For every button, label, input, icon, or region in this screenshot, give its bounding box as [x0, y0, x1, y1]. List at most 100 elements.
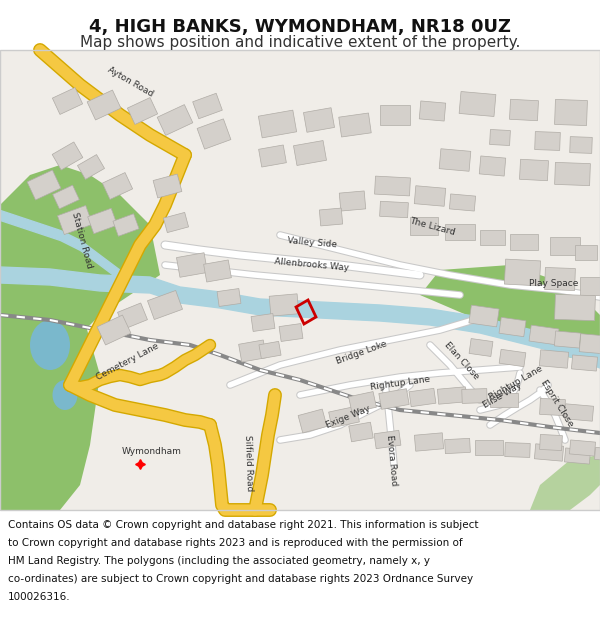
Polygon shape	[0, 165, 160, 345]
Bar	[103, 173, 133, 199]
Bar	[469, 339, 493, 356]
Bar	[251, 314, 275, 331]
Bar	[490, 393, 518, 407]
Text: Map shows position and indicative extent of the property.: Map shows position and indicative extent…	[80, 36, 520, 51]
Text: Cemetery Lane: Cemetery Lane	[95, 342, 161, 382]
Bar	[259, 341, 281, 359]
Bar	[579, 334, 600, 354]
Bar	[380, 201, 409, 217]
Text: Station Road: Station Road	[70, 211, 94, 269]
Bar	[339, 191, 366, 211]
Ellipse shape	[53, 380, 77, 410]
Bar	[163, 213, 188, 232]
Bar	[490, 129, 511, 146]
Bar	[52, 142, 83, 170]
Polygon shape	[420, 265, 600, 365]
Text: to Crown copyright and database rights 2023 and is reproduced with the permissio: to Crown copyright and database rights 2…	[8, 538, 463, 548]
Bar	[52, 88, 83, 114]
Bar	[554, 331, 581, 348]
Bar	[499, 318, 526, 337]
Bar	[157, 104, 193, 136]
Bar	[349, 392, 376, 412]
Polygon shape	[0, 275, 100, 510]
Text: Contains OS data © Crown copyright and database right 2021. This information is : Contains OS data © Crown copyright and d…	[8, 520, 479, 530]
Bar	[409, 388, 436, 407]
Bar	[479, 156, 506, 176]
Bar	[459, 91, 496, 116]
Bar	[379, 389, 409, 409]
Polygon shape	[530, 455, 600, 510]
Bar	[259, 145, 286, 167]
Bar	[520, 159, 548, 181]
Text: The Lizard: The Lizard	[408, 217, 456, 238]
Bar	[509, 99, 539, 121]
Text: 100026316.: 100026316.	[8, 592, 71, 602]
Bar	[580, 277, 600, 295]
Bar	[118, 303, 148, 329]
Text: Ayton Road: Ayton Road	[106, 65, 154, 99]
Text: Play Space: Play Space	[529, 279, 578, 288]
Bar	[148, 291, 182, 319]
Text: Silfield Road: Silfield Road	[242, 434, 253, 491]
Bar	[439, 149, 471, 171]
Bar	[127, 98, 158, 124]
Bar	[419, 101, 446, 121]
Bar	[539, 350, 569, 368]
Bar	[203, 260, 232, 282]
Text: Allenbrooks Way: Allenbrooks Way	[274, 258, 350, 272]
Bar	[298, 409, 327, 433]
Bar	[197, 119, 231, 149]
Bar	[0, 50, 600, 510]
Bar	[535, 132, 560, 151]
Bar	[349, 422, 373, 442]
Text: co-ordinates) are subject to Crown copyright and database rights 2023 Ordnance S: co-ordinates) are subject to Crown copyr…	[8, 574, 473, 584]
Bar	[58, 206, 92, 234]
Text: Bridge Loke: Bridge Loke	[335, 339, 389, 366]
Bar	[77, 154, 104, 179]
Bar	[550, 237, 580, 255]
Bar	[571, 355, 598, 371]
Bar	[153, 174, 182, 198]
Bar	[510, 234, 538, 250]
Bar	[259, 110, 296, 138]
Bar	[445, 224, 475, 240]
Bar	[0, 50, 600, 510]
Bar	[304, 107, 335, 132]
Bar	[539, 434, 562, 451]
Bar	[529, 325, 559, 345]
Bar	[480, 230, 505, 245]
Bar	[554, 162, 590, 186]
Text: Evora Road: Evora Road	[385, 434, 399, 486]
Bar	[570, 137, 592, 153]
Text: 4, HIGH BANKS, WYMONDHAM, NR18 0UZ: 4, HIGH BANKS, WYMONDHAM, NR18 0UZ	[89, 18, 511, 36]
Bar	[505, 442, 530, 458]
Bar	[462, 389, 487, 403]
Bar	[27, 170, 61, 200]
Text: Wymondham: Wymondham	[122, 446, 182, 456]
Text: HM Land Registry. The polygons (including the associated geometry, namely x, y: HM Land Registry. The polygons (includin…	[8, 556, 430, 566]
Bar	[565, 448, 590, 464]
Bar	[565, 404, 593, 421]
Bar	[445, 438, 470, 454]
Bar	[554, 99, 587, 126]
Text: Rightup Lane: Rightup Lane	[488, 364, 544, 402]
Bar	[380, 105, 410, 125]
Bar	[575, 245, 597, 260]
Text: Esprit Close: Esprit Close	[539, 378, 575, 428]
Bar	[239, 340, 266, 362]
Bar	[469, 305, 499, 327]
Bar	[595, 448, 600, 461]
Bar	[414, 186, 446, 206]
Bar	[176, 253, 208, 278]
Bar	[545, 268, 575, 291]
Text: Elise Way: Elise Way	[481, 381, 523, 409]
Text: Elan Close: Elan Close	[443, 341, 481, 381]
Bar	[87, 90, 121, 120]
Bar	[475, 440, 503, 455]
Bar	[410, 217, 438, 235]
Bar	[279, 324, 303, 341]
Text: Rightup Lane: Rightup Lane	[370, 374, 430, 392]
Bar	[505, 259, 541, 286]
Text: Valley Side: Valley Side	[287, 236, 337, 249]
Bar	[53, 185, 79, 209]
